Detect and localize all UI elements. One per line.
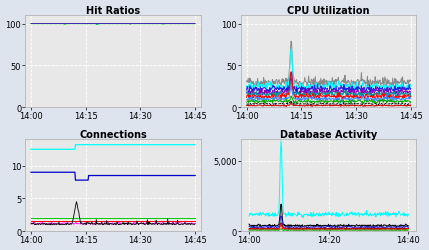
Title: Hit Ratios: Hit Ratios: [86, 6, 140, 16]
Title: Connections: Connections: [79, 129, 147, 139]
Title: Database Activity: Database Activity: [280, 129, 378, 139]
Title: CPU Utilization: CPU Utilization: [287, 6, 370, 16]
